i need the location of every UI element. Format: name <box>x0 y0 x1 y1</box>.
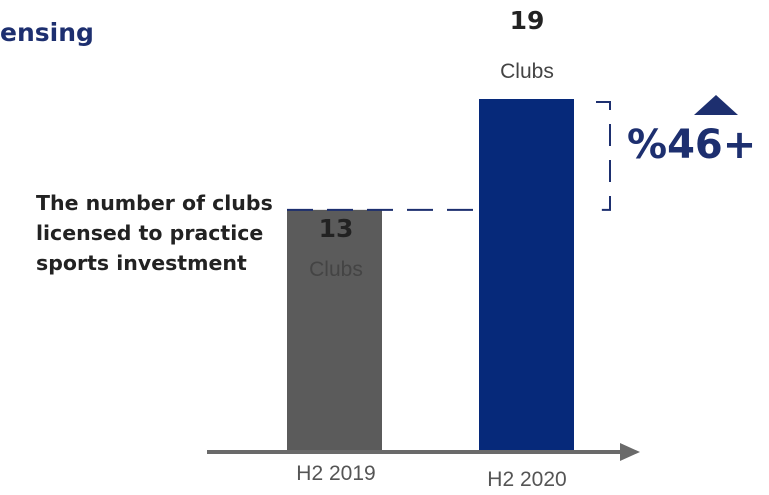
x-tick-label-2020: H2 2020 <box>487 468 567 491</box>
x-axis-arrow-icon <box>620 443 640 461</box>
chart-description: The number of clubs licensed to practice… <box>36 191 273 275</box>
growth-up-arrow-icon <box>694 95 738 115</box>
data-label-value-2019: 13 <box>318 214 354 243</box>
chart-title: ensing <box>0 18 94 47</box>
bar-h2-2020 <box>479 99 574 450</box>
data-label-value-2020: 19 <box>509 6 545 35</box>
data-label-unit-2019: Clubs <box>309 258 363 281</box>
bar-h2-2019 <box>287 209 382 450</box>
growth-bracket <box>596 101 611 211</box>
x-tick-label-2019: H2 2019 <box>296 462 376 485</box>
data-label-unit-2020: Clubs <box>500 60 554 83</box>
growth-percentage: %46+ <box>627 122 757 168</box>
